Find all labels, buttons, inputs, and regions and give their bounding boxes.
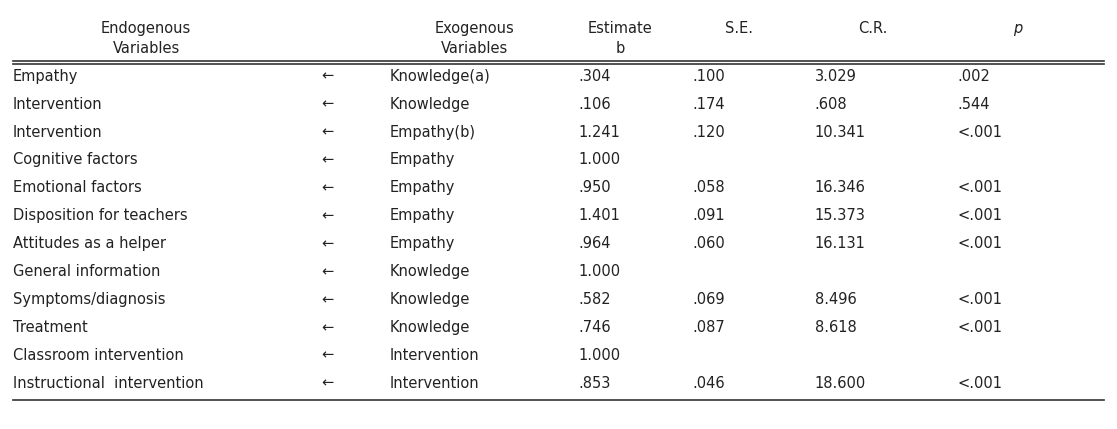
Text: Cognitive factors: Cognitive factors <box>12 152 137 167</box>
Text: .058: .058 <box>693 180 725 195</box>
Text: Treatment: Treatment <box>12 320 87 335</box>
Text: <.001: <.001 <box>957 292 1002 307</box>
Text: Variables: Variables <box>113 41 180 56</box>
Text: .046: .046 <box>693 376 725 391</box>
Text: .950: .950 <box>579 180 611 195</box>
Text: Classroom intervention: Classroom intervention <box>12 348 183 363</box>
Text: p: p <box>1013 21 1022 36</box>
Text: .544: .544 <box>957 97 990 112</box>
Text: C.R.: C.R. <box>858 21 887 36</box>
Text: 1.401: 1.401 <box>579 208 620 223</box>
Text: Empathy: Empathy <box>389 180 455 195</box>
Text: ←: ← <box>322 264 334 279</box>
Text: .304: .304 <box>579 69 611 84</box>
Text: 10.341: 10.341 <box>814 124 866 139</box>
Text: Empathy(b): Empathy(b) <box>389 124 475 139</box>
Text: Intervention: Intervention <box>12 97 102 112</box>
Text: .120: .120 <box>693 124 725 139</box>
Text: .853: .853 <box>579 376 611 391</box>
Text: .060: .060 <box>693 236 725 251</box>
Text: Estimate: Estimate <box>588 21 652 36</box>
Text: ←: ← <box>322 376 334 391</box>
Text: .069: .069 <box>693 292 725 307</box>
Text: Empathy: Empathy <box>389 208 455 223</box>
Text: Disposition for teachers: Disposition for teachers <box>12 208 188 223</box>
Text: .582: .582 <box>579 292 611 307</box>
Text: Empathy: Empathy <box>389 236 455 251</box>
Text: .608: .608 <box>814 97 848 112</box>
Text: 1.241: 1.241 <box>579 124 620 139</box>
Text: b: b <box>615 41 624 56</box>
Text: ←: ← <box>322 208 334 223</box>
Text: 1.000: 1.000 <box>579 152 621 167</box>
Text: Emotional factors: Emotional factors <box>12 180 141 195</box>
Text: 18.600: 18.600 <box>814 376 866 391</box>
Text: ←: ← <box>322 292 334 307</box>
Text: Empathy: Empathy <box>12 69 78 84</box>
Text: Variables: Variables <box>441 41 508 56</box>
Text: ←: ← <box>322 152 334 167</box>
Text: ←: ← <box>322 180 334 195</box>
Text: <.001: <.001 <box>957 208 1002 223</box>
Text: Knowledge: Knowledge <box>389 292 469 307</box>
Text: .174: .174 <box>693 97 725 112</box>
Text: S.E.: S.E. <box>725 21 753 36</box>
Text: .100: .100 <box>693 69 725 84</box>
Text: <.001: <.001 <box>957 124 1002 139</box>
Text: Empathy: Empathy <box>389 152 455 167</box>
Text: <.001: <.001 <box>957 236 1002 251</box>
Text: 15.373: 15.373 <box>814 208 866 223</box>
Text: General information: General information <box>12 264 160 279</box>
Text: 8.618: 8.618 <box>814 320 857 335</box>
Text: .746: .746 <box>579 320 611 335</box>
Text: 16.346: 16.346 <box>814 180 866 195</box>
Text: Instructional  intervention: Instructional intervention <box>12 376 203 391</box>
Text: Intervention: Intervention <box>389 376 479 391</box>
Text: Knowledge: Knowledge <box>389 264 469 279</box>
Text: Exogenous: Exogenous <box>435 21 515 36</box>
Text: Knowledge: Knowledge <box>389 320 469 335</box>
Text: ←: ← <box>322 69 334 84</box>
Text: ←: ← <box>322 236 334 251</box>
Text: .106: .106 <box>579 97 611 112</box>
Text: 1.000: 1.000 <box>579 348 621 363</box>
Text: <.001: <.001 <box>957 320 1002 335</box>
Text: 1.000: 1.000 <box>579 264 621 279</box>
Text: Intervention: Intervention <box>12 124 102 139</box>
Text: ←: ← <box>322 348 334 363</box>
Text: Knowledge: Knowledge <box>389 97 469 112</box>
Text: <.001: <.001 <box>957 376 1002 391</box>
Text: .964: .964 <box>579 236 611 251</box>
Text: .087: .087 <box>693 320 725 335</box>
Text: 16.131: 16.131 <box>814 236 866 251</box>
Text: Attitudes as a helper: Attitudes as a helper <box>12 236 165 251</box>
Text: Knowledge(a): Knowledge(a) <box>389 69 490 84</box>
Text: 8.496: 8.496 <box>814 292 857 307</box>
Text: Intervention: Intervention <box>389 348 479 363</box>
Text: <.001: <.001 <box>957 180 1002 195</box>
Text: Symptoms/diagnosis: Symptoms/diagnosis <box>12 292 165 307</box>
Text: .091: .091 <box>693 208 725 223</box>
Text: Endogenous: Endogenous <box>102 21 191 36</box>
Text: .002: .002 <box>957 69 991 84</box>
Text: ←: ← <box>322 124 334 139</box>
Text: ←: ← <box>322 97 334 112</box>
Text: 3.029: 3.029 <box>814 69 857 84</box>
Text: ←: ← <box>322 320 334 335</box>
